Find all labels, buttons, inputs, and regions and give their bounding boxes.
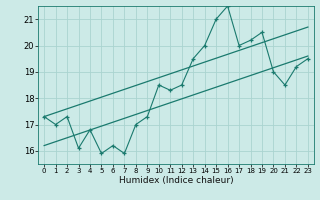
- X-axis label: Humidex (Indice chaleur): Humidex (Indice chaleur): [119, 176, 233, 185]
